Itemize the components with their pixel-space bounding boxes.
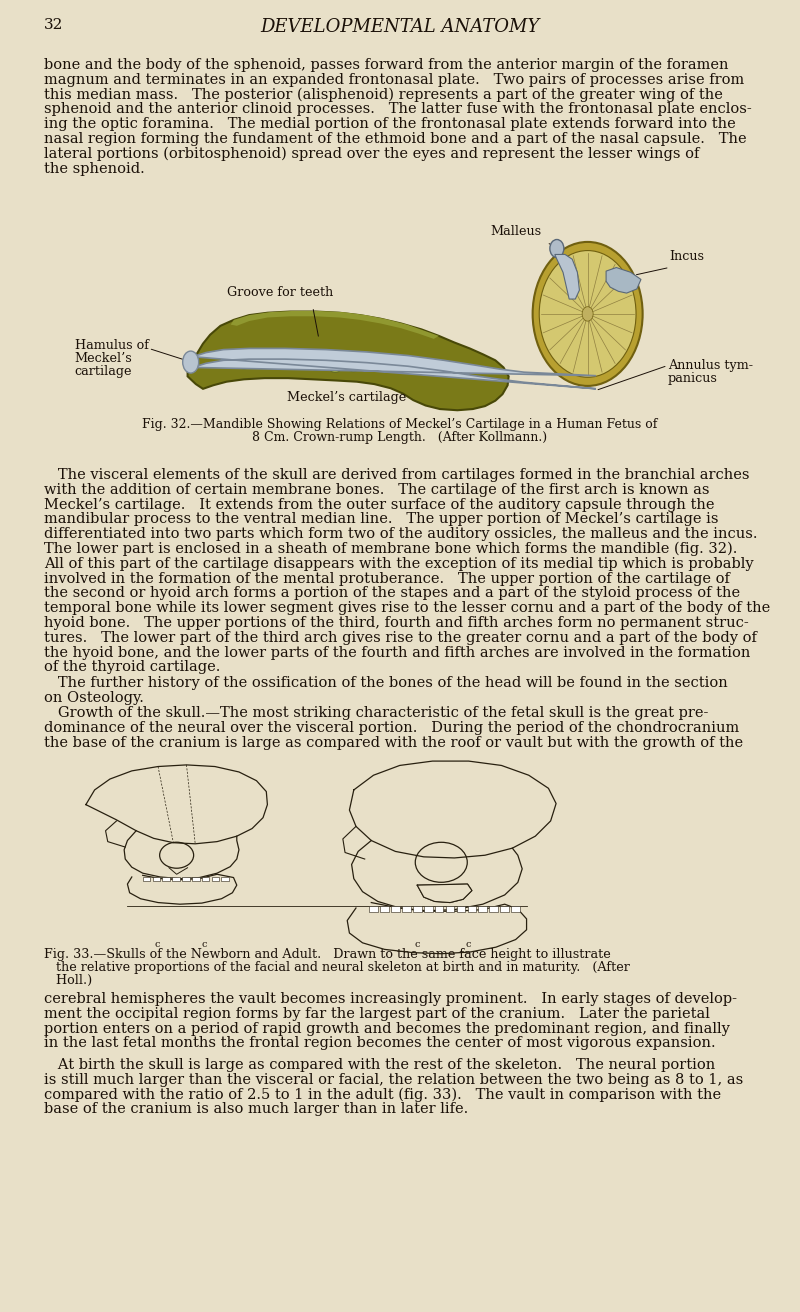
Ellipse shape <box>582 307 593 321</box>
Text: Incus: Incus <box>670 251 705 264</box>
Ellipse shape <box>256 357 268 366</box>
Text: dominance of the neural over the visceral portion.   During the period of the ch: dominance of the neural over the viscera… <box>44 720 739 735</box>
Polygon shape <box>418 884 472 903</box>
Ellipse shape <box>384 357 396 366</box>
Polygon shape <box>222 876 229 880</box>
Polygon shape <box>467 905 476 912</box>
Text: c: c <box>154 939 160 949</box>
Polygon shape <box>555 255 579 299</box>
Text: nasal region forming the fundament of the ethmoid bone and a part of the nasal c: nasal region forming the fundament of th… <box>44 133 746 146</box>
Polygon shape <box>500 905 509 912</box>
Polygon shape <box>162 876 170 880</box>
Text: base of the cranium is also much larger than in later life.: base of the cranium is also much larger … <box>44 1102 468 1117</box>
Text: ing the optic foramina.   The medial portion of the frontonasal plate extends fo: ing the optic foramina. The medial porti… <box>44 117 736 131</box>
Polygon shape <box>142 876 150 880</box>
Text: magnum and terminates in an expanded frontonasal plate.   Two pairs of processes: magnum and terminates in an expanded fro… <box>44 72 744 87</box>
Ellipse shape <box>329 363 341 373</box>
Polygon shape <box>490 905 498 912</box>
Polygon shape <box>153 876 160 880</box>
Text: on Osteology.: on Osteology. <box>44 691 144 705</box>
Text: lateral portions (orbitosphenoid) spread over the eyes and represent the lesser : lateral portions (orbitosphenoid) spread… <box>44 147 699 161</box>
Ellipse shape <box>293 358 305 367</box>
Text: the hyoid bone, and the lower parts of the fourth and fifth arches are involved : the hyoid bone, and the lower parts of t… <box>44 646 750 660</box>
Polygon shape <box>446 905 454 912</box>
Text: The further history of the ossification of the bones of the head will be found i: The further history of the ossification … <box>44 676 728 690</box>
Polygon shape <box>172 876 180 880</box>
Ellipse shape <box>274 357 286 366</box>
Text: c: c <box>202 939 206 949</box>
Text: 32: 32 <box>44 18 63 31</box>
Ellipse shape <box>533 241 642 386</box>
Text: The lower part is enclosed in a sheath of membrane bone which forms the mandible: The lower part is enclosed in a sheath o… <box>44 542 738 556</box>
Ellipse shape <box>366 359 378 369</box>
Polygon shape <box>478 905 487 912</box>
Polygon shape <box>192 876 200 880</box>
Text: sphenoid and the anterior clinoid processes.   The latter fuse with the frontona: sphenoid and the anterior clinoid proces… <box>44 102 752 117</box>
Text: Malleus: Malleus <box>490 224 542 237</box>
Ellipse shape <box>238 359 250 369</box>
Text: is still much larger than the visceral or facial, the relation between the two b: is still much larger than the visceral o… <box>44 1073 743 1086</box>
Polygon shape <box>187 311 509 411</box>
Text: compared with the ratio of 2.5 to 1 in the adult (fig. 33).   The vault in compa: compared with the ratio of 2.5 to 1 in t… <box>44 1088 721 1102</box>
Polygon shape <box>380 905 389 912</box>
Ellipse shape <box>182 352 198 373</box>
Text: tures.   The lower part of the third arch gives rise to the greater cornu and a : tures. The lower part of the third arch … <box>44 631 757 644</box>
Text: Annulus tym-: Annulus tym- <box>668 358 753 371</box>
Text: of the thyroid cartilage.: of the thyroid cartilage. <box>44 660 220 674</box>
Text: Meckel’s cartilage.   It extends from the outer surface of the auditory capsule : Meckel’s cartilage. It extends from the … <box>44 497 714 512</box>
Text: the second or hyoid arch forms a portion of the stapes and a part of the styloid: the second or hyoid arch forms a portion… <box>44 586 740 601</box>
Ellipse shape <box>347 362 359 371</box>
Text: with the addition of certain membrane bones.   The cartilage of the first arch i: with the addition of certain membrane bo… <box>44 483 710 497</box>
Polygon shape <box>413 905 422 912</box>
Text: cerebral hemispheres the vault becomes increasingly prominent.   In early stages: cerebral hemispheres the vault becomes i… <box>44 992 737 1006</box>
Polygon shape <box>182 876 190 880</box>
Text: this median mass.   The posterior (alisphenoid) represents a part of the greater: this median mass. The posterior (alisphe… <box>44 88 723 102</box>
Text: bone and the body of the sphenoid, passes forward from the anterior margin of th: bone and the body of the sphenoid, passe… <box>44 58 729 72</box>
Polygon shape <box>424 905 433 912</box>
Text: ment the occipital region forms by far the largest part of the cranium.   Later : ment the occipital region forms by far t… <box>44 1006 710 1021</box>
Polygon shape <box>230 311 439 338</box>
Text: At birth the skull is large as compared with the rest of the skeleton.   The neu: At birth the skull is large as compared … <box>44 1057 715 1072</box>
Text: DEVELOPMENTAL ANATOMY: DEVELOPMENTAL ANATOMY <box>260 18 540 35</box>
Polygon shape <box>212 876 219 880</box>
Text: differentiated into two parts which form two of the auditory ossicles, the malle: differentiated into two parts which form… <box>44 527 758 541</box>
Text: Fig. 33.—Skulls of the Newborn and Adult.   Drawn to the same face height to ill: Fig. 33.—Skulls of the Newborn and Adult… <box>44 949 610 960</box>
Text: temporal bone while its lower segment gives rise to the lesser cornu and a part : temporal bone while its lower segment gi… <box>44 601 770 615</box>
Text: Groove for teeth: Groove for teeth <box>226 286 333 299</box>
Text: Holl.): Holl.) <box>44 974 92 987</box>
Polygon shape <box>369 905 378 912</box>
Text: cartilage: cartilage <box>74 365 132 378</box>
Ellipse shape <box>311 362 323 370</box>
Polygon shape <box>457 905 466 912</box>
Ellipse shape <box>550 240 564 257</box>
Polygon shape <box>511 905 520 912</box>
Text: All of this part of the cartilage disappears with the exception of its medial ti: All of this part of the cartilage disapp… <box>44 556 754 571</box>
Text: Fig. 32.—Mandible Showing Relations of Meckel’s Cartilage in a Human Fetus of: Fig. 32.—Mandible Showing Relations of M… <box>142 419 658 432</box>
Text: c: c <box>414 939 420 949</box>
Polygon shape <box>202 876 210 880</box>
Text: the relative proportions of the facial and neural skeleton at birth and in matur: the relative proportions of the facial a… <box>44 960 630 974</box>
Text: 8 Cm. Crown-rump Length.   (After Kollmann.): 8 Cm. Crown-rump Length. (After Kollmann… <box>253 432 547 443</box>
Polygon shape <box>434 905 443 912</box>
Polygon shape <box>391 905 400 912</box>
Text: Hamulus of: Hamulus of <box>74 338 149 352</box>
Ellipse shape <box>539 251 636 378</box>
Text: Growth of the skull.—The most striking characteristic of the fetal skull is the : Growth of the skull.—The most striking c… <box>44 706 708 720</box>
Text: hyoid bone.   The upper portions of the third, fourth and fifth arches form no p: hyoid bone. The upper portions of the th… <box>44 617 749 630</box>
Text: The visceral elements of the skull are derived from cartilages formed in the bra: The visceral elements of the skull are d… <box>44 468 750 482</box>
Polygon shape <box>193 349 596 388</box>
Text: in the last fetal months the frontal region becomes the center of most vigorous : in the last fetal months the frontal reg… <box>44 1036 716 1051</box>
Text: mandibular process to the ventral median line.   The upper portion of Meckel’s c: mandibular process to the ventral median… <box>44 513 718 526</box>
Text: portion enters on a period of rapid growth and becomes the predominant region, a: portion enters on a period of rapid grow… <box>44 1022 730 1035</box>
Polygon shape <box>606 268 641 293</box>
Text: panicus: panicus <box>668 371 718 384</box>
Text: the base of the cranium is large as compared with the roof or vault but with the: the base of the cranium is large as comp… <box>44 736 743 749</box>
Text: the sphenoid.: the sphenoid. <box>44 161 145 176</box>
Text: c: c <box>466 939 471 949</box>
Text: involved in the formation of the mental protuberance.   The upper portion of the: involved in the formation of the mental … <box>44 572 730 585</box>
Text: Meckel’s: Meckel’s <box>74 352 133 365</box>
Ellipse shape <box>402 357 414 366</box>
Text: Meckel’s cartilage: Meckel’s cartilage <box>287 391 406 404</box>
Polygon shape <box>402 905 410 912</box>
